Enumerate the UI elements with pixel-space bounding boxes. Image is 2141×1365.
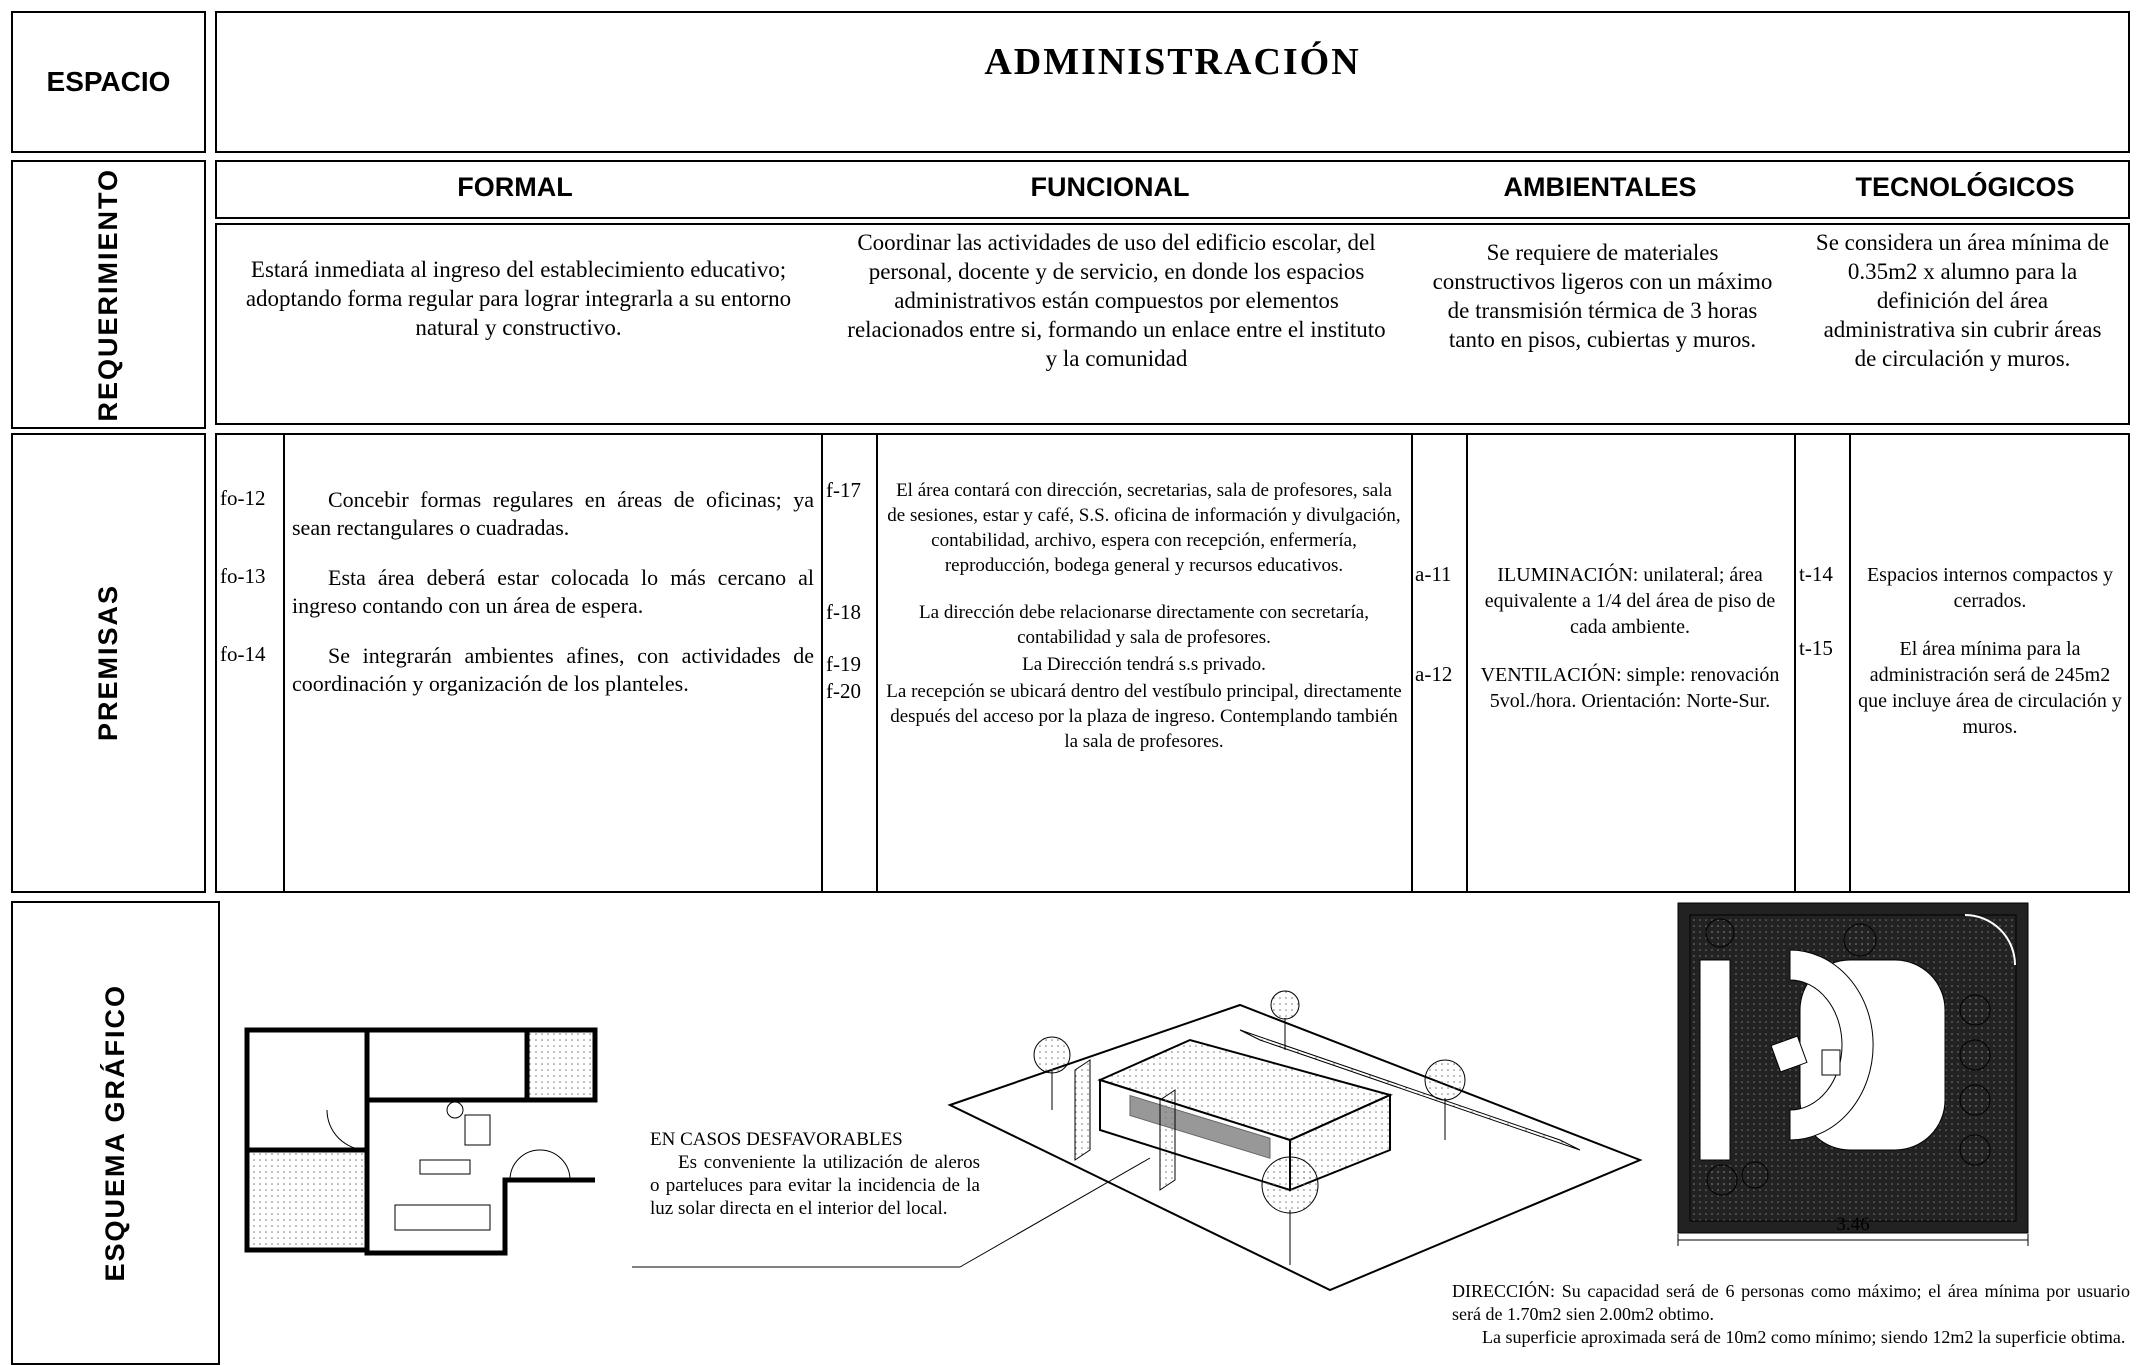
leader <box>959 1157 1151 1268</box>
office-plan <box>1677 902 2029 1246</box>
premise-code: f-20 <box>826 679 861 703</box>
divider <box>1849 433 1851 893</box>
premise-row: f-17 El área contará con dirección, secre… <box>822 478 1411 578</box>
requirement-text: Estará inmediata al ingreso del establec… <box>245 257 792 340</box>
divider <box>1411 433 1413 893</box>
premise-code: t-14 <box>1799 562 1833 586</box>
premise-row: f-20 La recepción se ubicará dentro del v… <box>822 679 1411 754</box>
premise-text: Se integrarán ambientes afines, con acti… <box>292 643 814 696</box>
premise-group: f-17 El área contará con dirección, secre… <box>822 478 1411 776</box>
premise-row: fo-14 Se integrarán ambientes afines, con… <box>216 642 822 698</box>
premise-text: La recepción se ubicará dentro del vestí… <box>886 681 1402 752</box>
premise-code: fo-12 <box>220 486 266 510</box>
premises-box <box>215 433 2130 893</box>
premise-code: f-19 <box>826 652 861 676</box>
column-heading: TECNOLÓGICOS <box>1855 172 2075 202</box>
premise-code: f-17 <box>826 478 861 502</box>
note: EN CASOS DESFAVORABLES Es conveniente la… <box>650 1128 980 1220</box>
requirement-box <box>215 223 2130 425</box>
label-box: PREMISAS <box>11 433 206 893</box>
premise-text: Espacios internos compactos y cerrados. <box>1866 564 2114 612</box>
premise-text: ILUMINACIÓN: unilateral; área equivalent… <box>1484 564 1776 638</box>
premise-group: a-11 ILUMINACIÓN: unilateral; área equiva… <box>1411 562 1794 736</box>
premise-code: a-12 <box>1415 662 1453 686</box>
heading-box <box>215 160 2130 219</box>
label-box: ESQUEMA GRÁFICO <box>11 901 220 1365</box>
requirement-text: Se requiere de materiales constructivos … <box>1432 240 1773 352</box>
label-box: ESPACIO <box>11 11 206 153</box>
caption-text: DIRECCIÓN: Su capacidad será de 6 person… <box>1452 1281 2130 1324</box>
divider <box>1466 433 1468 893</box>
requirement-text: Coordinar las actividades de uso del edi… <box>847 230 1386 371</box>
floor-plan <box>244 1027 598 1256</box>
premise-row: t-15 El área mínima para la administració… <box>1795 636 2130 740</box>
divider <box>821 433 823 893</box>
premise-text: El área mínima para la administración se… <box>1858 638 2122 738</box>
premise-code: f-18 <box>826 600 861 624</box>
premise-group: fo-12 Concebir formas regulares en áreas … <box>216 486 822 720</box>
premise-text: La dirección debe relacionarse directame… <box>919 602 1369 648</box>
requirement-text: Se considera un área mínima de 0.35m2 x … <box>1815 230 2110 371</box>
column-heading: AMBIENTALES <box>1503 172 1697 202</box>
premise-text: Concebir formas regulares en áreas de of… <box>292 487 814 540</box>
title: ADMINISTRACIÓN <box>984 41 1361 83</box>
premise-code: t-15 <box>1799 636 1833 660</box>
note-title: EN CASOS DESFAVORABLES <box>650 1129 903 1150</box>
premise-row: a-12 VENTILACIÓN: simple: renovación 5vol… <box>1411 662 1794 714</box>
caption: DIRECCIÓN: Su capacidad será de 6 person… <box>1452 1280 2130 1349</box>
label-box: REQUERIMIENTO <box>11 160 206 429</box>
dimension: 3.46 <box>1836 1214 1869 1235</box>
premise-code: a-11 <box>1415 562 1452 586</box>
premise-row: a-11 ILUMINACIÓN: unilateral; área equiva… <box>1411 562 1794 640</box>
divider <box>1794 433 1796 893</box>
divider <box>283 433 285 893</box>
note-text: Es conveniente la utilización de aleros … <box>650 1152 980 1219</box>
premise-text: El área contará con dirección, secretari… <box>887 480 1401 576</box>
premise-row: f-19 La Dirección tendrá s.s privado. <box>822 652 1411 677</box>
premise-text: Esta área deberá estar colocada lo más c… <box>292 565 814 618</box>
divider <box>876 433 878 893</box>
premise-code: fo-14 <box>220 642 266 666</box>
space-label: ESPACIO <box>46 66 171 97</box>
premise-row: t-14 Espacios internos compactos y cerrad… <box>1795 562 2130 614</box>
premise-code: fo-13 <box>220 564 266 588</box>
premise-row: fo-12 Concebir formas regulares en áreas … <box>216 486 822 542</box>
premise-text: La Dirección tendrá s.s privado. <box>1022 654 1266 675</box>
premise-text: VENTILACIÓN: simple: renovación 5vol./ho… <box>1480 664 1780 712</box>
column-heading: FORMAL <box>457 172 573 202</box>
column-heading: FUNCIONAL <box>1030 172 1190 202</box>
caption-text: La superficie aproximada será de 10m2 co… <box>1482 1327 2126 1347</box>
premise-row: f-18 La dirección debe relacionarse direc… <box>822 600 1411 650</box>
premise-group: t-14 Espacios internos compactos y cerrad… <box>1795 562 2130 762</box>
isometric <box>947 990 1643 1292</box>
title-box <box>215 11 2130 153</box>
premise-row: fo-13 Esta área deberá estar colocada lo … <box>216 564 822 620</box>
